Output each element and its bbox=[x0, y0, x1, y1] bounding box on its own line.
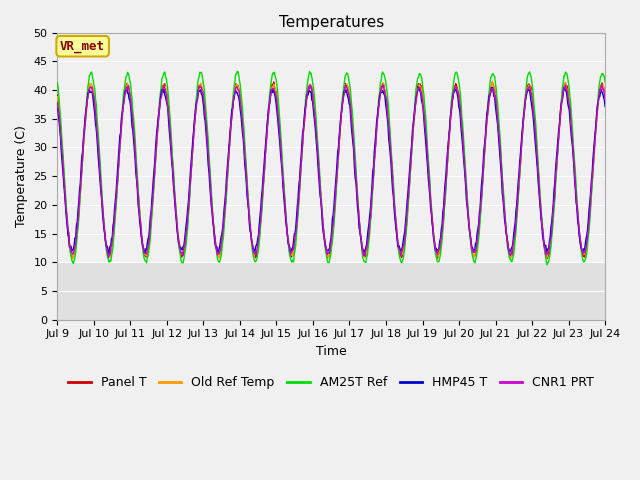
Panel T bbox=[175, 244, 183, 250]
AM25T Ref bbox=[601, 80, 609, 85]
AM25T Ref bbox=[63, 216, 71, 221]
AM25T Ref bbox=[120, 90, 127, 96]
CNR1 PRT bbox=[120, 96, 128, 102]
HMP45 T bbox=[601, 104, 609, 109]
HMP45 T bbox=[106, 251, 113, 256]
CNR1 PRT bbox=[601, 97, 609, 103]
Line: AM25T Ref: AM25T Ref bbox=[58, 72, 605, 265]
AM25T Ref bbox=[543, 262, 551, 268]
Panel T bbox=[543, 255, 551, 261]
HMP45 T bbox=[176, 244, 184, 250]
Panel T bbox=[601, 93, 609, 99]
HMP45 T bbox=[399, 243, 406, 249]
Panel T bbox=[399, 251, 406, 257]
AM25T Ref bbox=[415, 74, 422, 80]
CNR1 PRT bbox=[176, 246, 184, 252]
Bar bbox=[58, 263, 605, 320]
Legend: Panel T, Old Ref Temp, AM25T Ref, HMP45 T, CNR1 PRT: Panel T, Old Ref Temp, AM25T Ref, HMP45 … bbox=[63, 371, 599, 394]
HMP45 T bbox=[415, 85, 423, 91]
Panel T bbox=[54, 92, 61, 98]
Y-axis label: Temperature (C): Temperature (C) bbox=[15, 125, 28, 227]
AM25T Ref bbox=[54, 80, 61, 85]
Old Ref Temp bbox=[399, 251, 406, 256]
HMP45 T bbox=[205, 169, 213, 175]
Old Ref Temp bbox=[601, 93, 609, 99]
X-axis label: Time: Time bbox=[316, 345, 347, 358]
CNR1 PRT bbox=[54, 100, 61, 106]
HMP45 T bbox=[120, 94, 128, 99]
AM25T Ref bbox=[175, 246, 183, 252]
Old Ref Temp bbox=[63, 223, 71, 229]
Panel T bbox=[63, 222, 71, 228]
CNR1 PRT bbox=[415, 86, 422, 92]
HMP45 T bbox=[415, 84, 422, 90]
Old Ref Temp bbox=[488, 78, 496, 84]
Title: Temperatures: Temperatures bbox=[278, 15, 384, 30]
Panel T bbox=[270, 79, 278, 85]
Panel T bbox=[120, 98, 127, 104]
CNR1 PRT bbox=[205, 163, 213, 168]
CNR1 PRT bbox=[399, 248, 406, 253]
Old Ref Temp bbox=[54, 94, 61, 99]
CNR1 PRT bbox=[104, 255, 112, 261]
Old Ref Temp bbox=[176, 248, 184, 254]
Line: Old Ref Temp: Old Ref Temp bbox=[58, 81, 605, 259]
AM25T Ref bbox=[234, 69, 241, 74]
CNR1 PRT bbox=[562, 82, 570, 88]
Old Ref Temp bbox=[205, 160, 213, 166]
Text: VR_met: VR_met bbox=[60, 40, 105, 53]
Old Ref Temp bbox=[68, 256, 76, 262]
Panel T bbox=[204, 148, 212, 154]
Line: CNR1 PRT: CNR1 PRT bbox=[58, 85, 605, 258]
Line: HMP45 T: HMP45 T bbox=[58, 87, 605, 253]
HMP45 T bbox=[54, 105, 61, 111]
CNR1 PRT bbox=[63, 220, 71, 226]
HMP45 T bbox=[63, 224, 71, 229]
Line: Panel T: Panel T bbox=[58, 82, 605, 258]
AM25T Ref bbox=[204, 136, 212, 142]
Panel T bbox=[415, 81, 422, 86]
Old Ref Temp bbox=[120, 91, 128, 96]
AM25T Ref bbox=[399, 258, 406, 264]
Old Ref Temp bbox=[415, 86, 422, 92]
